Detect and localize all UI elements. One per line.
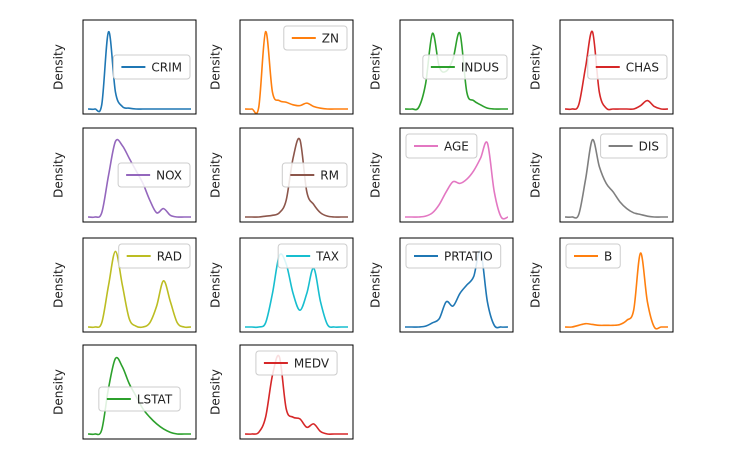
legend: TAX (277, 243, 348, 269)
legend: INDUS (422, 54, 508, 80)
subplot: Density TAX (209, 237, 354, 333)
legend-label: RM (320, 169, 339, 183)
legend-label: CHAS (626, 61, 659, 75)
subplot: Density CHAS (529, 19, 674, 115)
density-line (245, 253, 348, 329)
legend-box (112, 54, 191, 80)
legend-box (281, 162, 348, 188)
subplot: Density INDUS (369, 19, 514, 115)
density-line (244, 30, 348, 115)
density-line (245, 137, 348, 218)
density-line (87, 250, 192, 329)
subplot: Density B (529, 237, 674, 333)
axes-frame (559, 19, 674, 115)
legend: ZN (283, 25, 348, 51)
y-axis-label: Density (369, 152, 383, 198)
y-axis-label: Density (52, 369, 66, 415)
subplot: Density RAD (52, 237, 197, 333)
legend: LSTAT (98, 386, 181, 412)
axes-frame (239, 237, 354, 333)
legend-label: PRTATIO (444, 250, 493, 264)
legend-label: CRIM (151, 61, 182, 75)
y-axis-label: Density (52, 152, 66, 198)
y-axis-label: Density (209, 152, 223, 198)
legend: MEDV (255, 350, 338, 376)
subplot: Density LSTAT (52, 344, 197, 440)
legend-box (98, 386, 181, 412)
subplot: Density PRTATIO (369, 237, 514, 333)
axes-frame (82, 127, 197, 223)
legend: AGE (405, 133, 478, 159)
legend-label: DIS (639, 140, 659, 154)
legend: DIS (600, 133, 668, 159)
subplot: Density ZN (209, 19, 354, 115)
legend-label: ZN (322, 32, 339, 46)
axes-frame (82, 19, 197, 115)
axes-frame (559, 127, 674, 223)
legend-box (118, 243, 191, 269)
density-line (405, 250, 509, 329)
legend: B (565, 243, 621, 269)
density-line (564, 252, 668, 330)
axes-frame (82, 237, 197, 333)
legend-box (422, 54, 508, 80)
y-axis-label: Density (209, 44, 223, 90)
subplot: Density RM (209, 127, 354, 223)
legend-box (405, 133, 478, 159)
legend-box (255, 350, 338, 376)
legend: CHAS (587, 54, 668, 80)
density-line (244, 354, 348, 435)
y-axis-label: Density (529, 262, 543, 308)
y-axis-label: Density (209, 369, 223, 415)
density-line (564, 30, 669, 111)
density-line (404, 31, 508, 111)
density-line (564, 138, 668, 219)
legend-label: RAD (157, 250, 182, 264)
y-axis-label: Density (52, 44, 66, 90)
legend-box (587, 54, 668, 80)
axes-frame (399, 237, 514, 333)
legend: PRTATIO (405, 243, 502, 269)
legend-label: LSTAT (137, 393, 173, 407)
legend-label: NOX (156, 169, 182, 183)
legend: NOX (117, 162, 191, 188)
axes-frame (239, 127, 354, 223)
legend: RM (281, 162, 348, 188)
subplot: Density CRIM (52, 19, 197, 115)
density-line (405, 141, 509, 220)
axes-frame (239, 344, 354, 440)
axes-frame (399, 19, 514, 115)
legend: CRIM (112, 54, 191, 80)
subplot: Density MEDV (209, 344, 354, 440)
density-line (87, 30, 191, 113)
legend-label: MEDV (294, 357, 330, 371)
legend-label: INDUS (461, 61, 499, 75)
axes-frame (399, 127, 514, 223)
y-axis-label: Density (529, 152, 543, 198)
y-axis-label: Density (369, 262, 383, 308)
subplot: Density DIS (529, 127, 674, 223)
y-axis-label: Density (369, 44, 383, 90)
axes-frame (239, 19, 354, 115)
legend-box (117, 162, 191, 188)
subplot: Density AGE (369, 127, 514, 223)
axes-frame (559, 237, 674, 333)
axes-frame (82, 344, 197, 440)
legend-label: B (604, 250, 612, 264)
y-axis-label: Density (209, 262, 223, 308)
legend-label: TAX (315, 250, 339, 264)
legend-box (600, 133, 668, 159)
legend-box (405, 243, 502, 269)
subplot: Density NOX (52, 127, 197, 223)
legend-label: AGE (444, 140, 469, 154)
y-axis-label: Density (529, 44, 543, 90)
legend: RAD (118, 243, 191, 269)
y-axis-label: Density (52, 262, 66, 308)
legend-box (277, 243, 348, 269)
